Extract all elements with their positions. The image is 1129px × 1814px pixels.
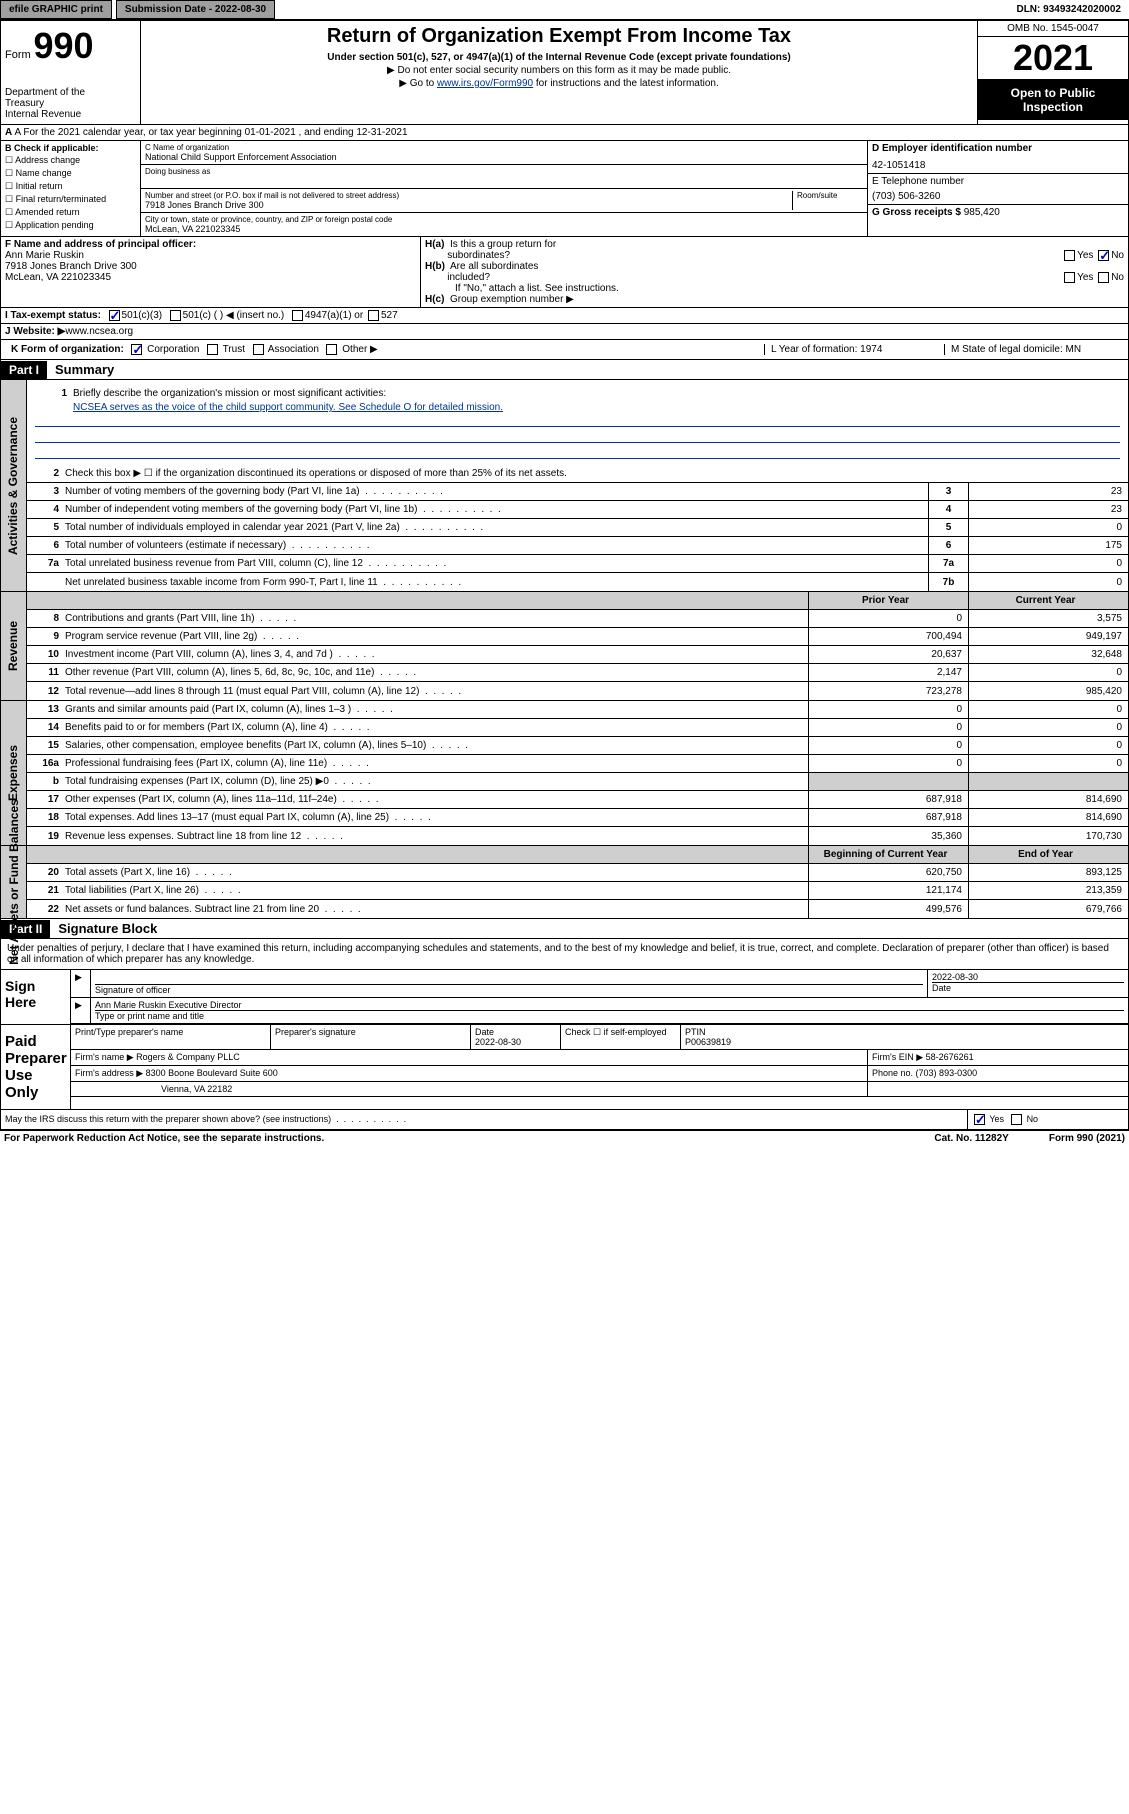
- street-address: 7918 Jones Branch Drive 300: [145, 200, 788, 210]
- ptin: P00639819: [685, 1037, 731, 1047]
- current-year-header: Current Year: [968, 592, 1128, 609]
- cb-4947[interactable]: [292, 310, 303, 321]
- mission-text[interactable]: NCSEA serves as the voice of the child s…: [73, 402, 503, 413]
- discuss-no[interactable]: [1011, 1114, 1022, 1125]
- website: www.ncsea.org: [65, 326, 133, 337]
- summary-governance: Activities & Governance 1Briefly describ…: [0, 380, 1129, 592]
- tax-year: 2021: [978, 37, 1128, 80]
- ha-yes[interactable]: [1064, 250, 1075, 261]
- summary-expenses: Expenses 13Grants and similar amounts pa…: [0, 701, 1129, 846]
- dba-label: Doing business as: [145, 167, 863, 176]
- form-title: Return of Organization Exempt From Incom…: [145, 25, 973, 48]
- begin-year-header: Beginning of Current Year: [808, 846, 968, 863]
- end-year-header: End of Year: [968, 846, 1128, 863]
- firm-phone: (703) 893-0300: [916, 1068, 978, 1078]
- summary-netassets: Net Assets or Fund Balances Beginning of…: [0, 846, 1129, 919]
- cb-other[interactable]: [326, 344, 337, 355]
- self-employed-check[interactable]: Check ☐ if self-employed: [561, 1025, 681, 1049]
- dln: DLN: 93493242020002: [1008, 1, 1129, 18]
- form-subtitle: Under section 501(c), 527, or 4947(a)(1)…: [145, 52, 973, 63]
- part-i-header: Part I: [1, 361, 47, 379]
- telephone: (703) 506-3260: [872, 191, 1124, 202]
- paid-preparer-label: Paid Preparer Use Only: [1, 1025, 71, 1109]
- ein: 42-1051418: [872, 160, 1124, 171]
- irs-link[interactable]: www.irs.gov/Form990: [437, 78, 533, 89]
- col-de: D Employer identification number 42-1051…: [868, 141, 1128, 236]
- cb-501c3[interactable]: [109, 310, 120, 321]
- cb-assoc[interactable]: [253, 344, 264, 355]
- row-f-h: F Name and address of principal officer:…: [0, 237, 1129, 308]
- signature-block: Under penalties of perjury, I declare th…: [0, 939, 1129, 1131]
- form-header: Form 990 Department of theTreasuryIntern…: [0, 20, 1129, 125]
- col-b-checkboxes: B Check if applicable: ☐ Address change …: [1, 141, 141, 236]
- org-name: National Child Support Enforcement Assoc…: [145, 152, 863, 162]
- part-i-title: Summary: [47, 360, 122, 379]
- officer-name-title: Ann Marie Ruskin Executive Director: [95, 1000, 242, 1010]
- cb-name-change[interactable]: ☐ Name change: [5, 168, 136, 179]
- ssn-warning: ▶ Do not enter social security numbers o…: [145, 65, 973, 76]
- row-i: I Tax-exempt status: 501(c)(3) 501(c) ( …: [0, 308, 1129, 324]
- cb-final-return[interactable]: ☐ Final return/terminated: [5, 194, 136, 205]
- dept-treasury: Department of theTreasuryInternal Revenu…: [5, 87, 136, 120]
- perjury-statement: Under penalties of perjury, I declare th…: [1, 939, 1128, 969]
- row-a-tax-year: A A For the 2021 calendar year, or tax y…: [0, 125, 1129, 141]
- cb-initial-return[interactable]: ☐ Initial return: [5, 181, 136, 192]
- topbar: efile GRAPHIC print Submission Date - 20…: [0, 0, 1129, 20]
- firm-ein: 58-2676261: [926, 1052, 974, 1062]
- prior-year-header: Prior Year: [808, 592, 968, 609]
- officer-name: Ann Marie Ruskin: [5, 250, 84, 261]
- hb-no[interactable]: [1098, 272, 1109, 283]
- hb-yes[interactable]: [1064, 272, 1075, 283]
- firm-address: 8300 Boone Boulevard Suite 600: [146, 1068, 278, 1078]
- open-inspection: Open to Public Inspection: [978, 80, 1128, 120]
- row-k: K Form of organization: Corporation Trus…: [0, 340, 1129, 360]
- cb-amended[interactable]: ☐ Amended return: [5, 207, 136, 218]
- cb-address-change[interactable]: ☐ Address change: [5, 155, 136, 166]
- page-footer: For Paperwork Reduction Act Notice, see …: [0, 1131, 1129, 1146]
- cb-corp[interactable]: [131, 344, 142, 355]
- part-ii-title: Signature Block: [50, 919, 165, 938]
- instructions-link-line: ▶ Go to www.irs.gov/Form990 for instruct…: [145, 78, 973, 89]
- ha-no[interactable]: [1098, 250, 1109, 261]
- city-state-zip: McLean, VA 221023345: [145, 224, 863, 234]
- sign-here-label: Sign Here: [1, 970, 71, 1024]
- form-label: Form: [5, 49, 31, 61]
- discuss-yes[interactable]: [974, 1114, 985, 1125]
- col-c-name-address: C Name of organization National Child Su…: [141, 141, 868, 236]
- form-number: 990: [33, 25, 93, 66]
- submission-date: Submission Date - 2022-08-30: [116, 0, 275, 19]
- cb-527[interactable]: [368, 310, 379, 321]
- entity-block: B Check if applicable: ☐ Address change …: [0, 141, 1129, 237]
- discuss-question: May the IRS discuss this return with the…: [1, 1110, 968, 1129]
- state-domicile: M State of legal domicile: MN: [944, 344, 1124, 355]
- cb-501c[interactable]: [170, 310, 181, 321]
- omb-number: OMB No. 1545-0047: [978, 21, 1128, 37]
- row-j: J Website: ▶ www.ncsea.org: [0, 324, 1129, 340]
- gross-receipts: 985,420: [964, 207, 1000, 218]
- firm-name: Rogers & Company PLLC: [136, 1052, 240, 1062]
- summary-revenue: Revenue Prior Year Current Year 8Contrib…: [0, 592, 1129, 701]
- year-formation: L Year of formation: 1974: [764, 344, 944, 355]
- cb-trust[interactable]: [207, 344, 218, 355]
- cb-app-pending[interactable]: ☐ Application pending: [5, 220, 136, 231]
- efile-print-button[interactable]: efile GRAPHIC print: [0, 0, 112, 19]
